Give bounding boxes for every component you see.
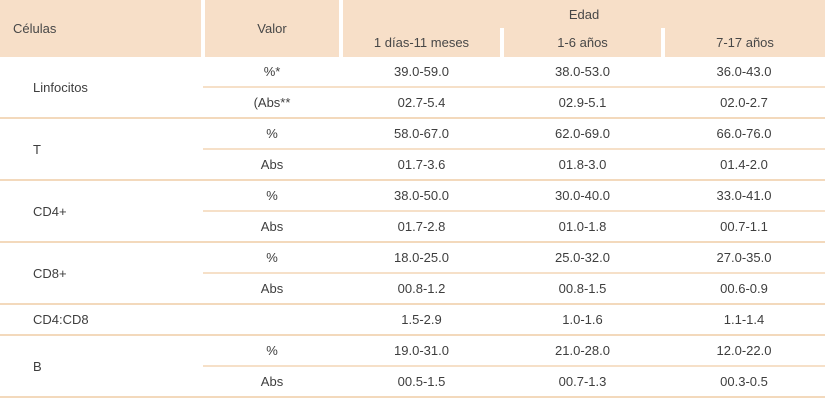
cell-value: 00.6-0.9 bbox=[663, 273, 825, 305]
col-group-header-edad: Edad bbox=[341, 0, 825, 28]
cell-value: 00.5-1.5 bbox=[341, 366, 502, 398]
group-label-cd4-cd8-ratio: CD4:CD8 bbox=[0, 304, 203, 336]
cell-value: 08.0-17.0 bbox=[341, 397, 502, 407]
cell-value: 01.4-2.0 bbox=[663, 149, 825, 181]
cell-value: 1.0-1.6 bbox=[502, 304, 663, 336]
cell-value: 36.0-43.0 bbox=[663, 57, 825, 88]
cell-valor: % bbox=[203, 118, 341, 150]
table-row: Abs 00.8-1.2 00.8-1.5 00.6-0.9 bbox=[0, 273, 825, 305]
table-row: CD4:CD8 1.5-2.9 1.0-1.6 1.1-1.4 bbox=[0, 304, 825, 336]
group-label-linfocitos: Linfocitos bbox=[0, 57, 203, 119]
cell-value: 39.0-59.0 bbox=[341, 57, 502, 88]
table-row: CD4+ % 38.0-50.0 30.0-40.0 33.0-41.0 bbox=[0, 180, 825, 243]
cell-value: 30.0-40.0 bbox=[502, 180, 663, 212]
col-header-age-2: 7-17 años bbox=[660, 28, 825, 57]
cell-value: 66.0-76.0 bbox=[663, 118, 825, 150]
cell-value: 00.7-1.1 bbox=[663, 211, 825, 243]
table-row: NK % 08.0-17.0 08.0-15.0 09.0-16.0 bbox=[0, 397, 825, 407]
table-row: Linfocitos %* 39.0-59.0 38.0-53.0 36.0-4… bbox=[0, 57, 825, 119]
table-row: CD8+ % 18.0-25.0 25.0-32.0 27.0-35.0 bbox=[0, 242, 825, 305]
cell-valor: Abs bbox=[203, 211, 341, 243]
group-label-cd4: CD4+ bbox=[0, 180, 203, 243]
col-header-celulas: Células bbox=[0, 0, 205, 57]
table-row: Abs 01.7-2.8 01.0-1.8 00.7-1.1 bbox=[0, 211, 825, 243]
group-label-cd8: CD8+ bbox=[0, 242, 203, 305]
cell-value: 01.8-3.0 bbox=[502, 149, 663, 181]
cell-value: 58.0-67.0 bbox=[341, 118, 502, 150]
cell-value: 27.0-35.0 bbox=[663, 242, 825, 274]
cell-valor: (Abs** bbox=[203, 87, 341, 119]
table-row: Abs 01.7-3.6 01.8-3.0 01.4-2.0 bbox=[0, 149, 825, 181]
cell-value: 1.1-1.4 bbox=[663, 304, 825, 336]
cell-valor: % bbox=[203, 180, 341, 212]
table-body: Linfocitos %* 39.0-59.0 38.0-53.0 36.0-4… bbox=[0, 57, 825, 407]
cell-value: 38.0-53.0 bbox=[502, 57, 663, 88]
cell-value: 18.0-25.0 bbox=[341, 242, 502, 274]
group-label-t: T bbox=[0, 118, 203, 181]
cell-value: 33.0-41.0 bbox=[663, 180, 825, 212]
cell-value: 12.0-22.0 bbox=[663, 335, 825, 367]
table-row: B % 19.0-31.0 21.0-28.0 12.0-22.0 bbox=[0, 335, 825, 398]
cell-valor: % bbox=[203, 335, 341, 367]
cell-value: 38.0-50.0 bbox=[341, 180, 502, 212]
cell-value: 00.3-0.5 bbox=[663, 366, 825, 398]
cell-valor: %* bbox=[203, 57, 341, 88]
cell-value: 02.7-5.4 bbox=[341, 87, 502, 119]
cell-value: 62.0-69.0 bbox=[502, 118, 663, 150]
table-row: Abs 00.5-1.5 00.7-1.3 00.3-0.5 bbox=[0, 366, 825, 398]
cell-value: 08.0-15.0 bbox=[502, 397, 663, 407]
cell-value: 00.8-1.5 bbox=[502, 273, 663, 305]
cell-value: 01.0-1.8 bbox=[502, 211, 663, 243]
table-header: Células Valor Edad 1 días-11 meses 1-6 a… bbox=[0, 0, 825, 57]
cell-valor bbox=[203, 304, 341, 336]
col-header-age-1: 1-6 años bbox=[500, 28, 663, 57]
col-header-age-0: 1 días-11 meses bbox=[341, 28, 502, 57]
table-row: (Abs** 02.7-5.4 02.9-5.1 02.0-2.7 bbox=[0, 87, 825, 119]
cell-valor: Abs bbox=[203, 149, 341, 181]
table-row: T % 58.0-67.0 62.0-69.0 66.0-76.0 bbox=[0, 118, 825, 181]
cell-value: 1.5-2.9 bbox=[341, 304, 502, 336]
col-header-valor: Valor bbox=[203, 0, 343, 57]
cell-value: 00.7-1.3 bbox=[502, 366, 663, 398]
cell-value: 09.0-16.0 bbox=[663, 397, 825, 407]
cell-value: 02.0-2.7 bbox=[663, 87, 825, 119]
cell-value: 00.8-1.2 bbox=[341, 273, 502, 305]
cell-value: 01.7-3.6 bbox=[341, 149, 502, 181]
cell-valor: % bbox=[203, 242, 341, 274]
group-label-nk: NK bbox=[0, 397, 203, 407]
cell-valor: Abs bbox=[203, 366, 341, 398]
cell-value: 21.0-28.0 bbox=[502, 335, 663, 367]
cell-value: 19.0-31.0 bbox=[341, 335, 502, 367]
group-label-b: B bbox=[0, 335, 203, 398]
cell-valor: % bbox=[203, 397, 341, 407]
cell-value: 01.7-2.8 bbox=[341, 211, 502, 243]
cell-value: 02.9-5.1 bbox=[502, 87, 663, 119]
cell-valor: Abs bbox=[203, 273, 341, 305]
cell-value: 25.0-32.0 bbox=[502, 242, 663, 274]
